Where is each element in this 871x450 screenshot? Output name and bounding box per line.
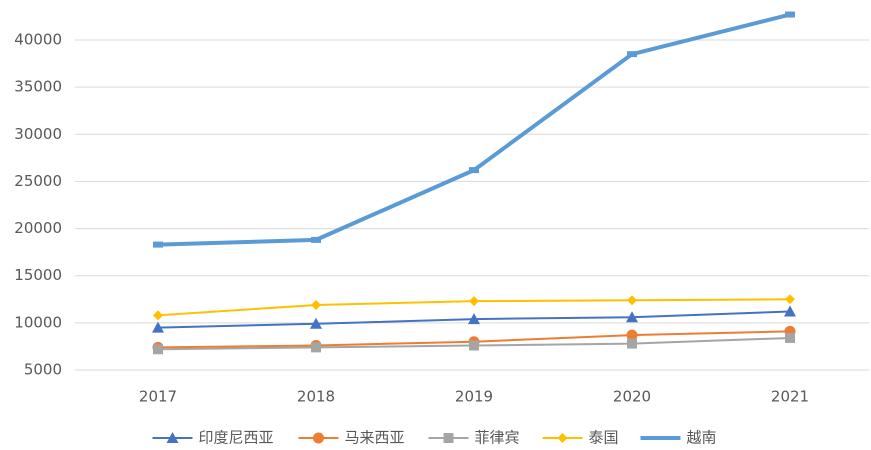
legend-label: 马来西亚 bbox=[345, 429, 405, 447]
point-marker bbox=[469, 340, 479, 351]
point-marker bbox=[468, 313, 480, 325]
legend-marker bbox=[443, 433, 454, 443]
x-tick-label: 2020 bbox=[613, 388, 651, 406]
point-marker bbox=[627, 51, 637, 58]
point-marker bbox=[469, 296, 479, 307]
legend-marker bbox=[557, 433, 568, 443]
point-marker bbox=[153, 310, 163, 321]
y-tick-label: 20000 bbox=[14, 219, 62, 237]
point-marker bbox=[627, 295, 637, 306]
x-tick-label: 2019 bbox=[455, 388, 493, 406]
point-marker bbox=[311, 236, 321, 243]
point-marker bbox=[785, 11, 795, 18]
legend-marker bbox=[313, 432, 324, 444]
point-marker bbox=[152, 321, 164, 333]
point-marker bbox=[784, 305, 796, 317]
legend-marker bbox=[166, 432, 179, 443]
point-marker bbox=[153, 344, 163, 355]
point-marker bbox=[785, 294, 795, 305]
point-marker bbox=[311, 342, 321, 353]
x-tick-label: 2021 bbox=[771, 388, 809, 406]
y-tick-label: 35000 bbox=[14, 78, 62, 96]
point-marker bbox=[469, 167, 479, 174]
y-tick-label: 40000 bbox=[14, 31, 62, 49]
x-tick-label: 2018 bbox=[297, 388, 335, 406]
legend-label: 泰国 bbox=[589, 429, 619, 447]
x-tick-label: 2017 bbox=[139, 388, 177, 406]
y-tick-label: 25000 bbox=[14, 172, 62, 190]
point-marker bbox=[311, 299, 321, 310]
y-tick-label: 10000 bbox=[14, 313, 62, 331]
y-tick-label: 15000 bbox=[14, 266, 62, 284]
point-marker bbox=[626, 311, 638, 323]
point-marker bbox=[627, 338, 637, 349]
legend-label: 印度尼西亚 bbox=[199, 429, 274, 447]
point-marker bbox=[626, 329, 638, 341]
point-marker bbox=[785, 332, 795, 343]
point-marker bbox=[153, 241, 163, 248]
y-tick-label: 30000 bbox=[14, 125, 62, 143]
legend-label: 菲律宾 bbox=[475, 429, 520, 447]
legend-label: 越南 bbox=[687, 429, 717, 447]
y-tick-label: 5000 bbox=[24, 361, 62, 379]
point-marker bbox=[310, 317, 322, 329]
series-line bbox=[157, 12, 791, 247]
